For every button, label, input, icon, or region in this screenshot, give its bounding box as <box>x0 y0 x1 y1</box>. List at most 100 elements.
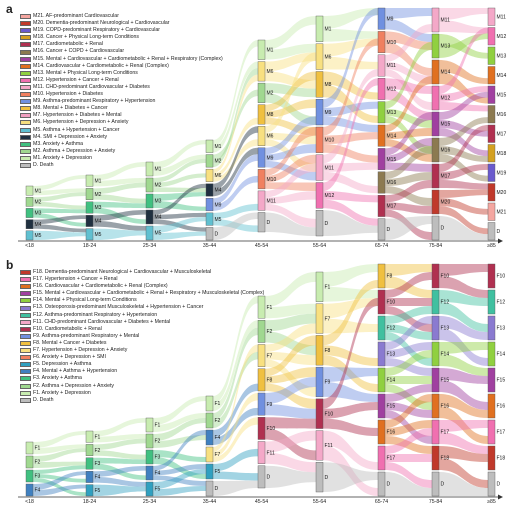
node-label: M2 <box>155 183 162 189</box>
node-F10: F10 <box>377 289 396 315</box>
flow-F8-F8 <box>265 335 316 377</box>
node-label: F14 <box>387 378 396 384</box>
flow-M10-M10 <box>323 38 378 136</box>
flow-F4-F9 <box>213 407 258 445</box>
flow-M1-M1 <box>213 40 258 147</box>
flow-M15-M17 <box>439 120 488 137</box>
node-D: D <box>431 215 445 241</box>
node-label: F4 <box>155 471 161 477</box>
node-bar <box>377 148 386 170</box>
node-label: M9 <box>267 155 274 161</box>
node-M9: M9 <box>205 198 222 212</box>
node-label: F9 <box>267 402 273 408</box>
flow-M17-D <box>385 209 432 240</box>
node-label: M9 <box>387 16 394 22</box>
node-bar <box>257 417 266 440</box>
sankey-b: F1 F2 F3 F4 F1 F2 F3 F4 F5 F1 F2 F3 F4 F5 F1 F2 F4 F7 F5 D F… <box>18 263 505 500</box>
node-bar <box>205 227 214 241</box>
legend-swatch <box>20 319 31 325</box>
flow-M4-M4 <box>33 215 86 225</box>
node-label: F1 <box>95 434 101 440</box>
node-F1: F1 <box>145 417 161 433</box>
node-label: F10 <box>387 300 396 306</box>
legend-item: M4. SMI + Depression + Anxiety <box>20 134 223 141</box>
node-label: M11 <box>497 14 507 20</box>
flow-F11-D <box>323 445 378 496</box>
node-bar <box>487 85 496 104</box>
node-bar <box>377 124 386 147</box>
node-bar <box>145 225 154 241</box>
flow-F10-F10 <box>385 272 432 298</box>
node-label: M12 <box>497 34 507 40</box>
flow-D-D <box>439 216 488 240</box>
node-bar <box>145 177 154 193</box>
legend-swatch <box>20 106 31 112</box>
node-F2: F2 <box>145 433 161 449</box>
node-M1: M1 <box>257 39 274 60</box>
node-F16: F16 <box>377 419 395 445</box>
node-bar <box>431 419 440 445</box>
node-label: F1 <box>155 423 161 429</box>
flow-M4-M4 <box>93 210 146 221</box>
age-axis-arrow <box>498 494 503 500</box>
flow-M5-D <box>213 219 258 232</box>
node-bar <box>431 445 440 471</box>
node-bar <box>25 208 34 218</box>
flow-M2-M8 <box>265 83 316 98</box>
flow-F13-F14 <box>385 342 432 358</box>
age-tick-label: ≥85 <box>487 499 496 505</box>
node-label: D <box>267 475 271 481</box>
node-bar <box>145 417 154 433</box>
node-F4: F4 <box>85 470 101 483</box>
flow-M6-M8 <box>265 71 316 89</box>
node-bar <box>377 101 386 124</box>
flow-F1-F10 <box>323 286 378 302</box>
node-bar <box>377 194 386 217</box>
node-bar <box>487 105 496 124</box>
node-F3: F3 <box>145 449 161 465</box>
node-label: F13 <box>441 326 450 332</box>
node-label: M21 <box>497 209 507 215</box>
node-label: M6 <box>267 134 274 140</box>
node-bar <box>431 263 440 289</box>
node-label: M17 <box>441 174 451 180</box>
flow-M10-M13 <box>385 31 432 50</box>
age-tick-label: 25-34 <box>142 243 157 249</box>
node-F4: F4 <box>205 429 221 446</box>
node-M11: M11 <box>431 7 450 33</box>
flow-M12-M17 <box>323 191 378 203</box>
legend-label: F10. Cardiometabolic + Renal <box>33 325 102 332</box>
node-bar <box>257 295 266 319</box>
flow-F15-F16 <box>385 402 432 418</box>
flow-F18-D <box>439 458 488 488</box>
legend-item: M19. COPD-predominant Respiratory + Card… <box>20 27 223 34</box>
flow-M12-M15 <box>439 86 488 102</box>
node-bar <box>377 7 386 30</box>
flow-F4-F5 <box>153 464 206 476</box>
legend-label: F8. Mental + Cancer + Diabetes <box>33 339 107 346</box>
node-label: M11 <box>387 63 397 69</box>
node-label: M4 <box>155 215 162 221</box>
flow-M11-M11 <box>385 24 432 62</box>
node-bar <box>315 126 324 153</box>
flow-D-D <box>265 465 316 488</box>
flow-M11-M12 <box>439 20 488 34</box>
legend-label: D. Death <box>33 161 54 168</box>
node-label: F12 <box>387 326 396 332</box>
node-bar <box>487 445 496 471</box>
flow-M12-M12 <box>323 78 378 192</box>
node-bar <box>205 212 214 226</box>
node-F17: F17 <box>431 419 449 445</box>
flow-F9-F9 <box>265 377 316 405</box>
legend-item: M14. Cardiovascular + Cardiometabolic + … <box>20 63 223 70</box>
node-bar <box>85 228 94 241</box>
node-F3: F3 <box>85 457 101 470</box>
legend-label: F5. Depression + Asthma <box>33 361 92 368</box>
node-label: M2 <box>95 192 102 198</box>
node-F8: F8 <box>315 335 331 366</box>
flows <box>33 264 488 496</box>
node-label: M11 <box>267 198 277 204</box>
flow-F1-F1 <box>213 296 258 404</box>
node-bar <box>377 445 386 471</box>
node-bar <box>25 441 34 455</box>
